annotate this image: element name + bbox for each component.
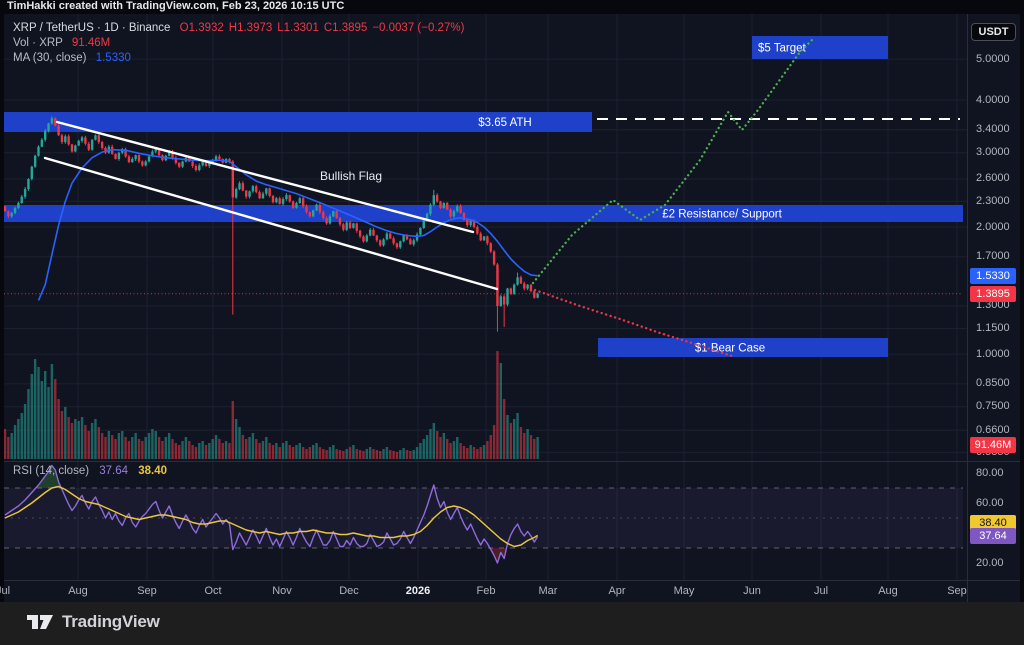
price-tick: 3.4000 xyxy=(976,123,1010,136)
time-tick: Feb xyxy=(476,585,496,597)
bullish-flag-label: Bullish Flag xyxy=(320,169,382,183)
bull-projection[interactable] xyxy=(531,38,814,285)
volume-label: Vol · XRP xyxy=(13,37,63,49)
price-tick: 5.0000 xyxy=(976,52,1010,65)
price-tick: 2.3000 xyxy=(976,194,1010,207)
volume-value: 91.46M xyxy=(71,37,111,49)
rsi-legend[interactable]: RSI (14, close) 37.64 38.40 xyxy=(13,465,167,477)
time-tick: Jul xyxy=(0,585,11,597)
time-tick: Dec xyxy=(339,585,359,597)
zone-highlights: $3.65 ATH £2 Resistance/ Support $5 Target… xyxy=(4,36,963,357)
resistance-zone-label: £2 Resistance/ Support xyxy=(662,209,782,221)
price-axis-border xyxy=(967,14,968,602)
rsi-pane xyxy=(4,464,963,564)
volume-row[interactable]: Vol · XRP 91.46M xyxy=(13,36,469,50)
price-tick: 0.7500 xyxy=(976,400,1010,413)
ma-value-badge: 1.5330 xyxy=(970,267,1016,284)
price-tick: 2.6000 xyxy=(976,172,1010,185)
time-tick: Sep xyxy=(137,585,157,597)
open-value: O1.3932 xyxy=(179,22,224,34)
time-tick: May xyxy=(673,585,695,597)
projection-paths xyxy=(531,38,814,359)
rsi-ma-value: 38.40 xyxy=(138,465,168,477)
time-tick: Aug xyxy=(878,585,898,597)
time-tick: Sep xyxy=(947,585,967,597)
time-tick: Apr xyxy=(608,585,626,597)
tradingview-logo-icon xyxy=(27,615,53,629)
last-price-badge: 1.3895 xyxy=(970,285,1016,302)
price-tick: 3.0000 xyxy=(976,146,1010,159)
ath-zone[interactable] xyxy=(4,112,592,132)
attribution-footer: TradingView xyxy=(0,602,1024,645)
price-tick: 1.7000 xyxy=(976,250,1010,263)
price-tick: 1.1500 xyxy=(976,321,1010,334)
text-annotations: Bullish Flag xyxy=(320,169,382,183)
time-tick: Jun xyxy=(743,585,761,597)
rsi-title: RSI (14, close) xyxy=(13,465,90,477)
volume-bars xyxy=(4,351,539,459)
rsi-value-badge: 37.64 xyxy=(970,528,1016,544)
ma-line xyxy=(37,148,538,301)
ohlc-values: O1.3932 H1.3973 L1.3301 C1.3895 −0.0037 (−0.… xyxy=(180,22,470,34)
ath-zone-label: $3.65 ATH xyxy=(478,117,532,129)
ma-value: 1.5330 xyxy=(95,52,131,64)
change-value: −0.0037 (−0.27%) xyxy=(372,22,465,34)
rsi-tick: 20.00 xyxy=(976,556,1004,569)
bear-case-zone-label: $1 Bear Case xyxy=(695,343,765,355)
time-tick: Jul xyxy=(813,585,829,597)
time-tick: Nov xyxy=(272,585,292,597)
bear-case-zone[interactable] xyxy=(598,338,888,357)
time-tick: Oct xyxy=(204,585,222,597)
chart-legend: XRP / TetherUS · 1D · Binance O1.3932 H1.… xyxy=(13,21,469,66)
time-axis[interactable]: Jul Aug Sep Oct Nov Dec 2026 Feb Mar Apr May Jun Jul… xyxy=(0,581,967,602)
price-axis[interactable]: 5.0000 4.0000 3.4000 3.0000 2.6000 2.3000 2.00… xyxy=(968,14,1020,580)
tradingview-brand-text: TradingView xyxy=(62,612,160,631)
rsi-ma-badge: 38.40 xyxy=(970,515,1016,531)
attribution-bar: TimHakki created with TradingView.com, F… xyxy=(0,0,1024,14)
symbol-title[interactable]: XRP / TetherUS · 1D · Binance xyxy=(13,22,171,34)
price-tick: 1.3000 xyxy=(976,299,1010,312)
target-zone[interactable] xyxy=(752,36,888,59)
grid-lines xyxy=(4,14,967,580)
candlesticks xyxy=(4,116,539,332)
price-tick: 1.0000 xyxy=(976,347,1010,360)
rsi-tick: 60.00 xyxy=(976,496,1004,509)
target-zone-label: $5 Target xyxy=(758,43,807,55)
time-tick: Aug xyxy=(68,585,88,597)
time-tick: Mar xyxy=(538,585,558,597)
time-tick: 2026 xyxy=(405,585,431,597)
attribution-text: TimHakki created with TradingView.com, F… xyxy=(7,0,345,12)
price-tick: 2.0000 xyxy=(976,220,1010,233)
pane-separator[interactable] xyxy=(4,461,1020,462)
chart-widget: $3.65 ATH £2 Resistance/ Support $5 Target… xyxy=(0,14,1020,602)
trendlines xyxy=(43,120,499,291)
price-tick: 4.0000 xyxy=(976,93,1010,106)
rsi-tick: 80.00 xyxy=(976,466,1004,479)
high-value: H1.3973 xyxy=(228,22,273,34)
rsi-ma-line xyxy=(4,485,539,548)
ma-label: MA (30, close) xyxy=(13,52,87,64)
low-value: L1.3301 xyxy=(277,22,319,34)
rsi-line xyxy=(4,464,539,564)
resistance-zone[interactable] xyxy=(4,205,963,222)
tradingview-logo[interactable]: TradingView xyxy=(26,612,160,632)
ma-row[interactable]: MA (30, close) 1.5330 xyxy=(13,51,469,65)
price-tick: 0.6600 xyxy=(976,423,1010,436)
symbol-row[interactable]: XRP / TetherUS · 1D · Binance O1.3932 H1.… xyxy=(13,21,469,35)
volume-badge: 91.46M xyxy=(970,437,1016,453)
time-axis-separator xyxy=(4,580,1020,581)
price-tick: 0.8500 xyxy=(976,377,1010,390)
rsi-value: 37.64 xyxy=(99,465,129,477)
chart-canvas[interactable]: $3.65 ATH £2 Resistance/ Support $5 Target… xyxy=(4,14,967,580)
currency-toggle-button[interactable]: USDT xyxy=(971,23,1016,41)
close-value: C1.3895 xyxy=(323,22,368,34)
